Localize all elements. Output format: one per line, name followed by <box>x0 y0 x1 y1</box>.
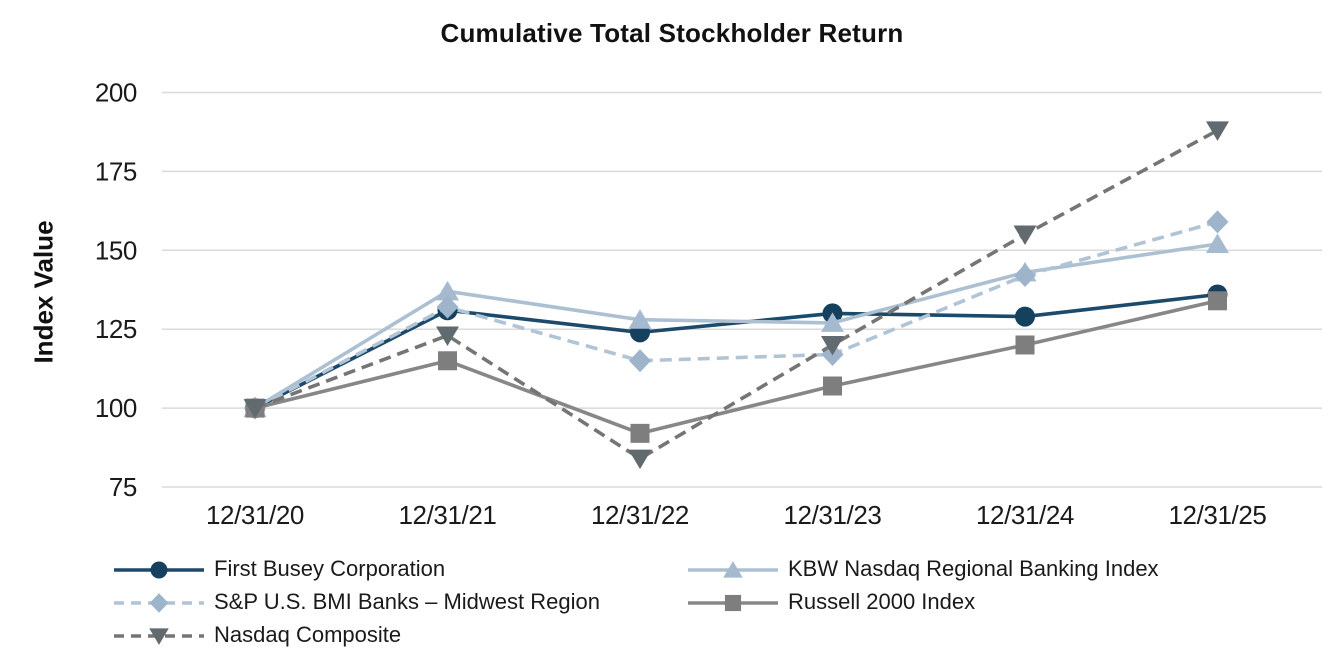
square-marker-icon <box>438 351 457 371</box>
triangle-down-marker-icon <box>436 326 459 347</box>
x-axis-tick-label: 12/31/21 <box>398 500 496 530</box>
circle-marker-icon <box>1015 306 1035 327</box>
series-line-russell-2000-index <box>254 299 1218 436</box>
triangle-down-marker-icon <box>1013 225 1037 246</box>
legend-label: Nasdaq Composite <box>214 622 402 647</box>
legend-triangle-down-swatch-icon <box>114 628 204 645</box>
legend-item-s-p-u-s-bmi-banks-midwest-region: S&P U.S. BMI Banks – Midwest Region <box>113 589 600 615</box>
x-axis-tick-label: 12/31/22 <box>591 500 689 530</box>
y-axis-tick-label: 100 <box>95 393 137 423</box>
triangle-down-marker-icon <box>243 399 267 419</box>
y-axis-tick-label: 200 <box>95 78 137 108</box>
legend-diamond-swatch-icon <box>114 593 204 613</box>
diamond-marker-icon <box>1014 264 1036 288</box>
y-axis-tick-label: 150 <box>95 235 137 265</box>
triangle-up-marker-icon <box>1206 233 1229 253</box>
legend-item-first-busey-corporation: First Busey Corporation <box>113 556 445 582</box>
triangle-down-marker-icon <box>821 335 844 356</box>
triangle-up-marker-icon <box>436 280 459 301</box>
series-line-first-busey-corporation <box>254 292 1218 410</box>
triangle-up-marker-icon <box>628 309 652 329</box>
y-axis-tick-label: 125 <box>95 314 137 344</box>
diamond-marker-icon <box>436 295 459 319</box>
legend-item-kbw-nasdaq-regional-banking-index: KBW Nasdaq Regional Banking Index <box>687 556 1159 582</box>
triangle-down-marker-icon <box>149 628 169 645</box>
legend-item-russell-2000-index: Russell 2000 Index <box>687 589 975 615</box>
legend-circle-swatch-icon <box>114 561 204 579</box>
y-axis-tick-label: 175 <box>95 156 137 186</box>
triangle-down-marker-icon <box>628 449 652 470</box>
gridlines <box>162 91 1322 488</box>
circle-marker-icon <box>150 561 168 579</box>
series-line-s-p-u-s-bmi-banks-midwest-region <box>254 220 1218 410</box>
x-axis-tick-label: 12/31/25 <box>1168 500 1266 530</box>
series-first-busey-corporation <box>245 284 1228 419</box>
series-line-nasdaq-composite <box>254 128 1219 461</box>
series-nasdaq-composite <box>243 121 1229 470</box>
square-marker-icon <box>1208 291 1227 311</box>
x-axis-tick-label: 12/31/24 <box>976 500 1074 530</box>
triangle-up-marker-icon <box>723 561 743 578</box>
diamond-marker-icon <box>149 593 169 613</box>
diamond-marker-icon <box>629 349 651 373</box>
triangle-down-marker-icon <box>1206 121 1229 141</box>
square-marker-icon <box>823 376 842 396</box>
series-s-p-u-s-bmi-banks-midwest-region <box>244 210 1229 420</box>
legend-label: First Busey Corporation <box>214 556 446 581</box>
legend-label: Russell 2000 Index <box>788 589 976 614</box>
square-marker-icon <box>1015 335 1035 355</box>
legend-label: S&P U.S. BMI Banks – Midwest Region <box>214 589 600 614</box>
line-chart-plot: 200 175 150 125 100 75 12/31/20 12/31/21 12/31/2… <box>95 78 1322 530</box>
chart-title: Cumulative Total Stockholder Return <box>440 18 904 48</box>
legend-square-swatch-icon <box>688 594 778 612</box>
legend-triangle-up-swatch-icon <box>688 561 778 578</box>
square-marker-icon <box>724 594 742 612</box>
square-marker-icon <box>630 423 650 443</box>
series-line-kbw-nasdaq-regional-banking-index <box>254 242 1218 410</box>
legend-item-nasdaq-composite: Nasdaq Composite <box>113 622 401 648</box>
diamond-marker-icon <box>1206 210 1229 234</box>
triangle-up-marker-icon <box>821 312 844 332</box>
legend-label: KBW Nasdaq Regional Banking Index <box>788 556 1159 581</box>
x-axis-tick-label: 12/31/20 <box>206 500 304 530</box>
y-axis-tick-label: 75 <box>109 472 137 502</box>
series-russell-2000-index <box>245 291 1227 443</box>
x-axis-tick-label: 12/31/23 <box>783 500 881 530</box>
